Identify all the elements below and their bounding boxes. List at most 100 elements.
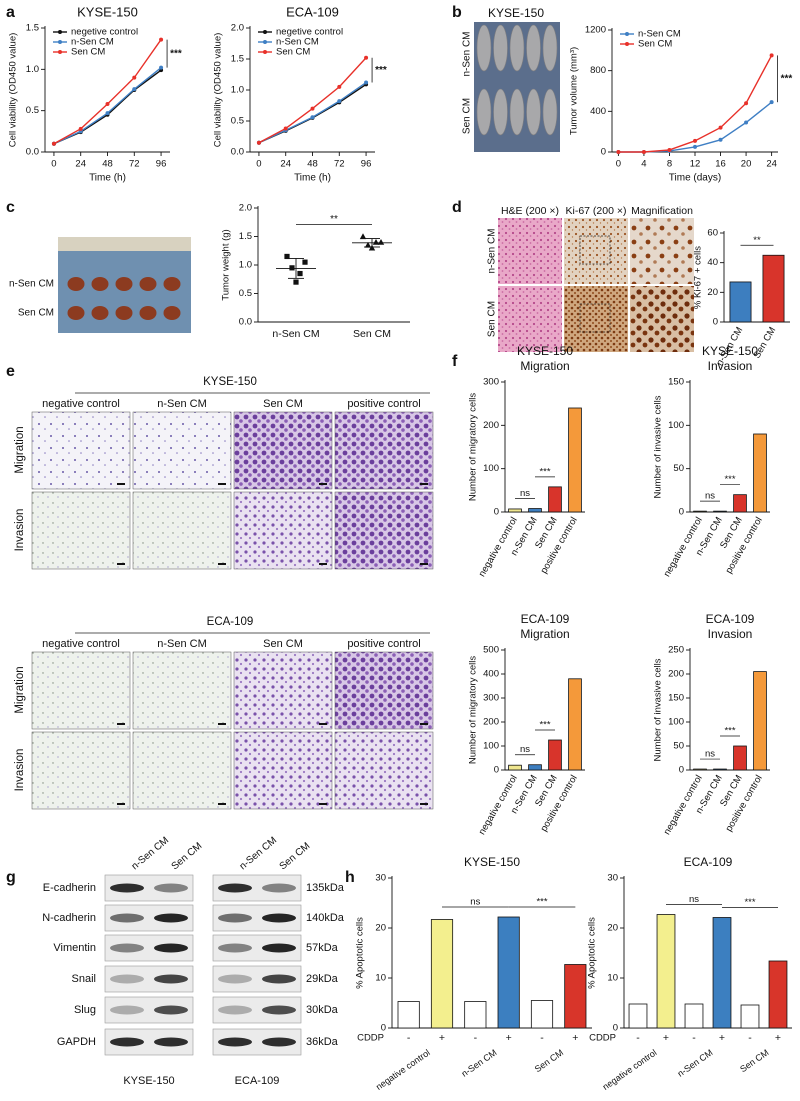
point bbox=[769, 100, 774, 105]
chart-title: KYSE-150 bbox=[464, 855, 520, 869]
scale-bar bbox=[319, 563, 327, 565]
blot-band bbox=[154, 1005, 188, 1015]
lane-label: n-Sen CM bbox=[130, 835, 172, 872]
y-tick-label: 800 bbox=[590, 65, 606, 76]
x-tick-label: + bbox=[506, 1032, 512, 1044]
point bbox=[284, 253, 290, 260]
blot-band bbox=[110, 883, 144, 893]
y-axis-label: % Ki-67 + cells bbox=[693, 246, 704, 309]
histology-image bbox=[564, 218, 628, 284]
blot-band bbox=[218, 883, 252, 893]
bar bbox=[528, 764, 542, 771]
blot-band bbox=[262, 1005, 296, 1015]
point bbox=[256, 140, 261, 145]
tumor bbox=[139, 306, 157, 320]
y-tick-label: 1.0 bbox=[231, 85, 244, 96]
y-tick-label: 0.0 bbox=[26, 147, 39, 158]
bar bbox=[508, 508, 522, 513]
x-tick-label: 24 bbox=[75, 159, 86, 170]
tumor bbox=[163, 306, 181, 320]
point bbox=[132, 87, 137, 92]
legend-marker bbox=[58, 30, 62, 34]
blot-band bbox=[262, 943, 296, 953]
y-tick-label: 30 bbox=[607, 873, 618, 884]
point bbox=[283, 126, 288, 131]
point bbox=[289, 265, 295, 271]
scale-bar bbox=[319, 723, 327, 725]
column-label: positive control bbox=[347, 638, 420, 650]
bar bbox=[713, 510, 727, 513]
chart-subtitle: Invasion bbox=[708, 359, 753, 373]
point bbox=[364, 241, 372, 248]
column-label: negative control bbox=[42, 398, 120, 410]
chart-subtitle: Migration bbox=[520, 627, 569, 641]
blot-band bbox=[110, 974, 144, 984]
y-tick-label: 0 bbox=[601, 147, 606, 158]
significance-label: *** bbox=[539, 720, 550, 731]
significance-label: *** bbox=[539, 466, 550, 477]
point bbox=[132, 75, 137, 80]
transwell-image bbox=[132, 651, 232, 730]
point bbox=[293, 279, 299, 285]
x-tick-label: 4 bbox=[641, 159, 646, 170]
x-axis-label: Time (h) bbox=[89, 173, 126, 184]
point bbox=[693, 138, 697, 143]
y-tick-label: 300 bbox=[483, 693, 499, 704]
y-tick-label: 20 bbox=[375, 923, 386, 934]
chart-title: KYSE-150 bbox=[77, 4, 138, 19]
scale-bar bbox=[420, 483, 428, 485]
y-tick-label: 100 bbox=[483, 741, 499, 752]
panel-letter: c bbox=[6, 199, 15, 216]
y-axis-label: Cell viability (OD450 value) bbox=[8, 33, 19, 148]
point bbox=[159, 37, 164, 42]
y-tick-label: 0.5 bbox=[231, 116, 244, 127]
row-label: Migration bbox=[14, 666, 26, 713]
y-tick-label: 50 bbox=[673, 741, 684, 752]
significance-label: *** bbox=[724, 726, 735, 737]
blot-band bbox=[110, 1005, 144, 1015]
y-axis-label: % Apoptotic cells bbox=[587, 917, 598, 989]
y-tick-label: 40 bbox=[707, 257, 718, 268]
point bbox=[78, 126, 83, 131]
point bbox=[105, 111, 110, 116]
bar bbox=[656, 914, 676, 1029]
blot-band bbox=[154, 943, 188, 953]
y-tick-label: 300 bbox=[483, 377, 499, 388]
legend-marker bbox=[263, 30, 267, 34]
x-tick-label: + bbox=[439, 1032, 445, 1044]
group-label: negative control bbox=[601, 1047, 659, 1092]
scale-bar bbox=[319, 803, 327, 805]
transwell-image bbox=[334, 731, 434, 810]
transwell-image bbox=[334, 491, 434, 570]
y-tick-label: 0 bbox=[679, 507, 684, 518]
legend-marker bbox=[58, 50, 62, 54]
scale-bar bbox=[117, 723, 125, 725]
series-line bbox=[618, 101, 773, 153]
bar bbox=[464, 1001, 487, 1029]
x-tick-label: 20 bbox=[741, 159, 752, 170]
transwell-image bbox=[233, 731, 333, 810]
column-label: positive control bbox=[347, 398, 420, 410]
blot-band bbox=[154, 1037, 188, 1047]
series-line bbox=[53, 39, 162, 145]
x-tick-label: - bbox=[748, 1032, 752, 1044]
group-label: negative control bbox=[374, 1047, 432, 1092]
mouse bbox=[476, 88, 492, 136]
significance-label: ns bbox=[705, 749, 715, 760]
series-line bbox=[258, 57, 367, 144]
legend-marker bbox=[625, 42, 629, 46]
x-tick-label: + bbox=[775, 1032, 781, 1044]
size-label: 29kDa bbox=[306, 973, 339, 985]
column-label: Ki-67 (200 ×) bbox=[566, 205, 627, 217]
panel-letter: h bbox=[345, 869, 355, 886]
row-label: Invasion bbox=[14, 749, 26, 792]
group-label: Sen CM bbox=[533, 1047, 565, 1074]
point bbox=[616, 150, 621, 154]
size-label: 140kDa bbox=[306, 912, 345, 924]
tumor bbox=[115, 306, 133, 320]
point bbox=[641, 150, 646, 154]
y-tick-label: 200 bbox=[483, 420, 499, 431]
x-tick-label: 96 bbox=[156, 159, 167, 170]
x-tick-label: - bbox=[636, 1032, 640, 1044]
section-title: ECA-109 bbox=[207, 616, 254, 628]
